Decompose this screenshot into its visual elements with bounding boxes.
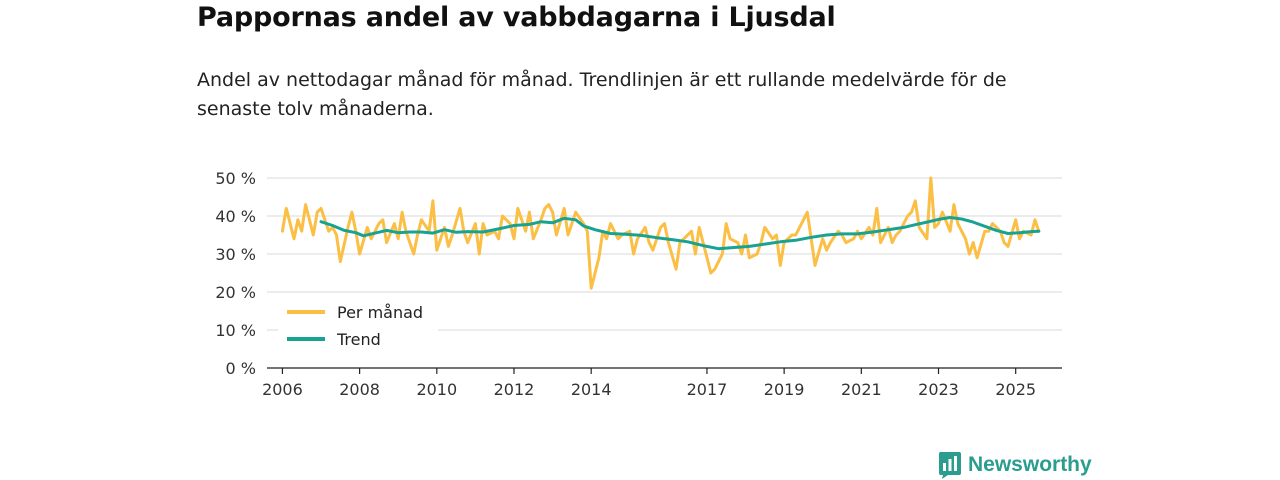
logo-bar-2 bbox=[948, 459, 952, 471]
legend: Per månad Trend bbox=[278, 298, 438, 356]
x-tick-label: 2021 bbox=[841, 380, 882, 399]
x-tick-label: 2010 bbox=[416, 380, 457, 399]
x-tick-label: 2012 bbox=[494, 380, 535, 399]
x-tick-label: 2014 bbox=[571, 380, 612, 399]
chart-title: Pappornas andel av vabbdagarna i Ljusdal bbox=[197, 2, 836, 33]
x-tick-label: 2019 bbox=[764, 380, 805, 399]
y-tick-label: 0 % bbox=[226, 359, 256, 378]
x-tick-label: 2008 bbox=[339, 380, 380, 399]
x-tick-label: 2017 bbox=[687, 380, 728, 399]
x-axis-ticks: 2006 2008 2010 2012 2014 2017 2019 2021 2023 2025 bbox=[262, 368, 1036, 399]
brand-name: Newsworthy bbox=[968, 453, 1092, 476]
x-tick-label: 2023 bbox=[918, 380, 959, 399]
x-tick-label: 2006 bbox=[262, 380, 303, 399]
y-tick-label: 10 % bbox=[215, 321, 256, 340]
y-tick-label: 50 % bbox=[215, 169, 256, 188]
logo-bar-1 bbox=[943, 463, 946, 471]
legend-label: Per månad bbox=[337, 303, 423, 322]
series-line-per-m-nad bbox=[280, 176, 1041, 290]
chart-subtitle: Andel av nettodagar månad för månad. Tre… bbox=[197, 69, 1007, 120]
logo-bar-3 bbox=[954, 456, 957, 471]
brand-logo: Newsworthy bbox=[938, 451, 1092, 479]
series-lines bbox=[280, 176, 1041, 290]
legend-label: Trend bbox=[336, 330, 381, 349]
series-line-trend bbox=[319, 216, 1041, 251]
y-tick-label: 20 % bbox=[215, 283, 256, 302]
y-tick-label: 40 % bbox=[215, 207, 256, 226]
bar-chart-logo-icon bbox=[938, 452, 961, 479]
x-tick-label: 2025 bbox=[995, 380, 1036, 399]
y-axis-tick-labels: 0 % 10 % 20 % 30 % 40 % 50 % bbox=[215, 169, 256, 378]
legend-background bbox=[278, 298, 438, 356]
y-tick-label: 30 % bbox=[215, 245, 256, 264]
